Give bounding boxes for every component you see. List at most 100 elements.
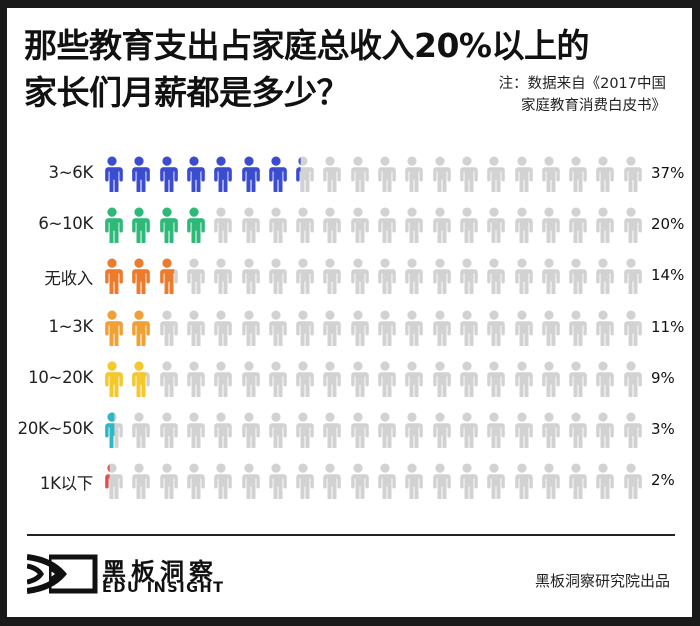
person-icon (127, 463, 151, 500)
person-icon (100, 207, 124, 244)
person-icon (400, 310, 424, 346)
person-icon (537, 463, 561, 500)
person-icon (182, 156, 206, 192)
person-icon (346, 207, 370, 244)
person-icon (155, 156, 179, 192)
person-icon (346, 258, 370, 295)
person-icon (346, 156, 370, 192)
person-icon (291, 156, 315, 192)
person-icon (428, 258, 452, 295)
person-icon (564, 207, 588, 244)
person-icon (237, 412, 261, 448)
person-icon (591, 463, 615, 500)
person-icon (373, 463, 397, 500)
person-icon (209, 412, 233, 448)
icon-strip (100, 361, 650, 397)
person-icon (264, 310, 288, 346)
row-label: 10~20K (28, 367, 93, 387)
person-icon (482, 361, 506, 397)
person-icon (182, 258, 206, 295)
person-icon (155, 412, 179, 448)
person-icon (237, 207, 261, 244)
person-icon (591, 156, 615, 192)
person-icon (564, 463, 588, 500)
person-icon (428, 463, 452, 500)
icon-strip (100, 258, 650, 295)
person-icon (455, 156, 479, 192)
person-icon (428, 156, 452, 192)
row-label: 无收入 (44, 269, 93, 289)
person-icon (291, 207, 315, 244)
person-icon (537, 207, 561, 244)
person-icon (264, 207, 288, 244)
person-icon (346, 412, 370, 448)
divider (27, 534, 675, 536)
person-icon (346, 361, 370, 397)
chart-row: 1K以下 2% (7, 463, 692, 500)
person-icon (100, 258, 124, 295)
person-icon (127, 412, 151, 448)
person-icon (318, 310, 342, 346)
person-icon (591, 361, 615, 397)
person-icon (127, 361, 151, 397)
person-icon (510, 412, 534, 448)
person-icon (400, 258, 424, 295)
person-icon (591, 207, 615, 244)
person-icon (564, 156, 588, 192)
brand-logo: 黑板洞察 EDU INSIGHT (27, 554, 223, 598)
person-icon (591, 310, 615, 346)
person-icon (455, 207, 479, 244)
person-icon (100, 156, 124, 192)
person-icon (619, 156, 643, 192)
person-icon (482, 412, 506, 448)
source-note: 注：数据来自《2017中国 家庭教育消费白皮书》 (499, 73, 666, 117)
title-line-1: 那些教育支出占家庭总收入20%以上的 (24, 26, 590, 65)
percent-value: 9% (651, 368, 675, 387)
person-icon (264, 258, 288, 295)
percent-value: 3% (651, 420, 675, 438)
person-icon (619, 258, 643, 295)
person-icon (564, 361, 588, 397)
logo-english-name: EDU INSIGHT (102, 580, 225, 596)
person-icon (455, 258, 479, 295)
person-icon (237, 156, 261, 192)
logo-chinese-name: 黑板洞察 (102, 558, 218, 586)
person-icon (127, 310, 151, 346)
person-icon (428, 207, 452, 244)
person-icon (264, 156, 288, 192)
percent-value: 2% (651, 471, 675, 490)
person-icon (510, 310, 534, 346)
person-icon (400, 361, 424, 397)
person-icon (373, 412, 397, 448)
person-icon (428, 310, 452, 346)
person-icon (237, 310, 261, 346)
person-icon (537, 258, 561, 295)
person-icon (510, 361, 534, 397)
person-icon (564, 258, 588, 295)
chart-row: 6~10K 20% (7, 207, 692, 244)
person-icon (346, 463, 370, 500)
eye-logo-icon (27, 554, 98, 594)
person-icon (428, 412, 452, 448)
infographic-card: 那些教育支出占家庭总收入20%以上的 家长们月薪都是多少？ 注：数据来自《201… (7, 8, 692, 617)
person-icon (182, 463, 206, 500)
person-icon (237, 361, 261, 397)
page-title: 那些教育支出占家庭总收入20%以上的 家长们月薪都是多少？ (24, 22, 590, 116)
person-icon (510, 156, 534, 192)
percent-value: 37% (651, 164, 685, 182)
person-icon (127, 258, 151, 295)
person-icon (455, 310, 479, 346)
person-icon (373, 207, 397, 244)
percent-value: 20% (651, 215, 685, 234)
person-icon (619, 361, 643, 397)
person-icon (537, 361, 561, 397)
person-icon (182, 412, 206, 448)
person-icon (155, 463, 179, 500)
person-icon (455, 412, 479, 448)
person-icon (182, 207, 206, 244)
row-label: 1~3K (48, 316, 94, 336)
row-label: 1K以下 (39, 474, 93, 494)
icon-strip (100, 463, 650, 500)
person-icon (482, 156, 506, 192)
percent-value: 14% (651, 266, 685, 285)
